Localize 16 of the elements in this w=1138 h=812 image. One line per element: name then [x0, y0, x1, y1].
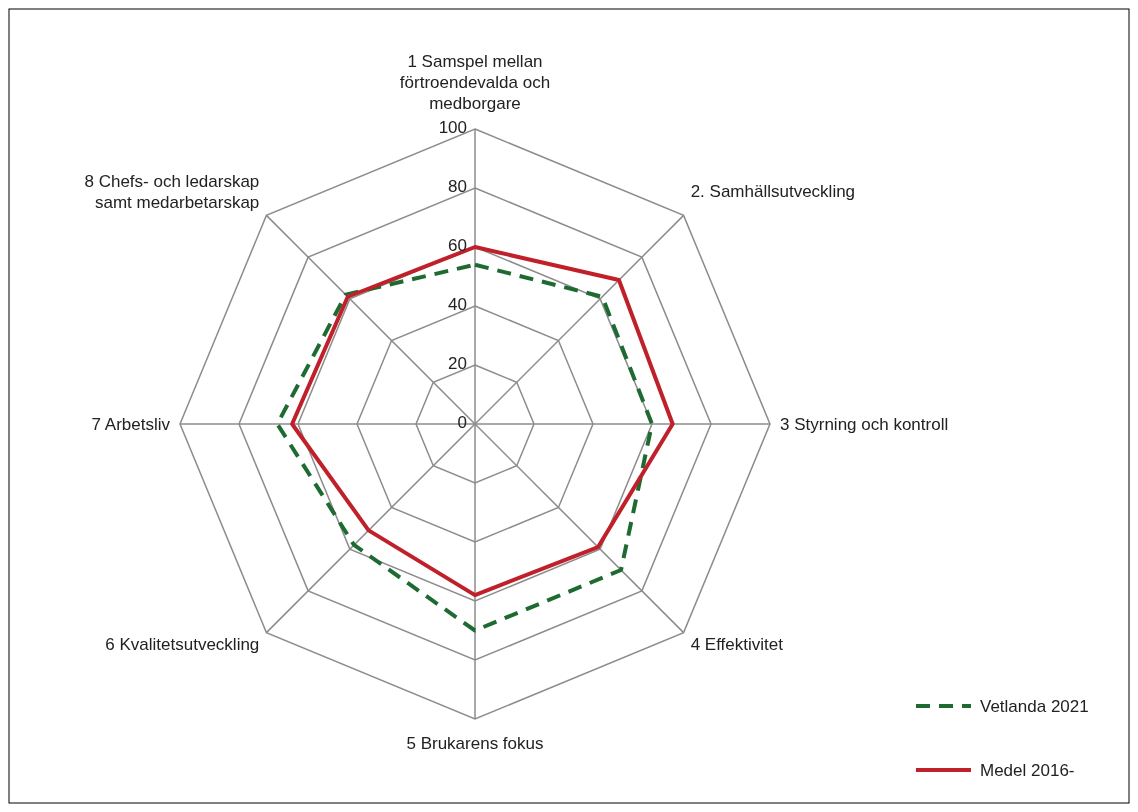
y-tick-label: 80 [448, 177, 467, 197]
y-tick-label: 0 [457, 413, 467, 433]
spoke-label: 1 Samspel mellan förtroendevalda och medborgare [399, 52, 551, 113]
legend-label: Vetlanda 2021 [980, 697, 1089, 716]
spoke-label: 3 Styrning och kontroll [780, 415, 949, 434]
spoke-label: 6 Kvalitetsutveckling [105, 635, 260, 655]
y-tick-label: 40 [448, 295, 467, 315]
legend-label: Medel 2016- [980, 761, 1075, 780]
spoke-label: 8 Chefs- och ledarskap samt medarbetarskap [84, 171, 260, 212]
spoke-label: 7 Arbetsliv [91, 415, 171, 434]
spoke-label: 2. Samhällsutveckling [690, 182, 856, 201]
spoke-label: 5 Brukarens fokus [406, 734, 544, 753]
y-tick-label: 60 [448, 236, 467, 256]
y-tick-label: 100 [438, 118, 467, 138]
spoke-label: 4 Effektivitet [690, 635, 784, 655]
y-tick-label: 20 [448, 354, 467, 374]
